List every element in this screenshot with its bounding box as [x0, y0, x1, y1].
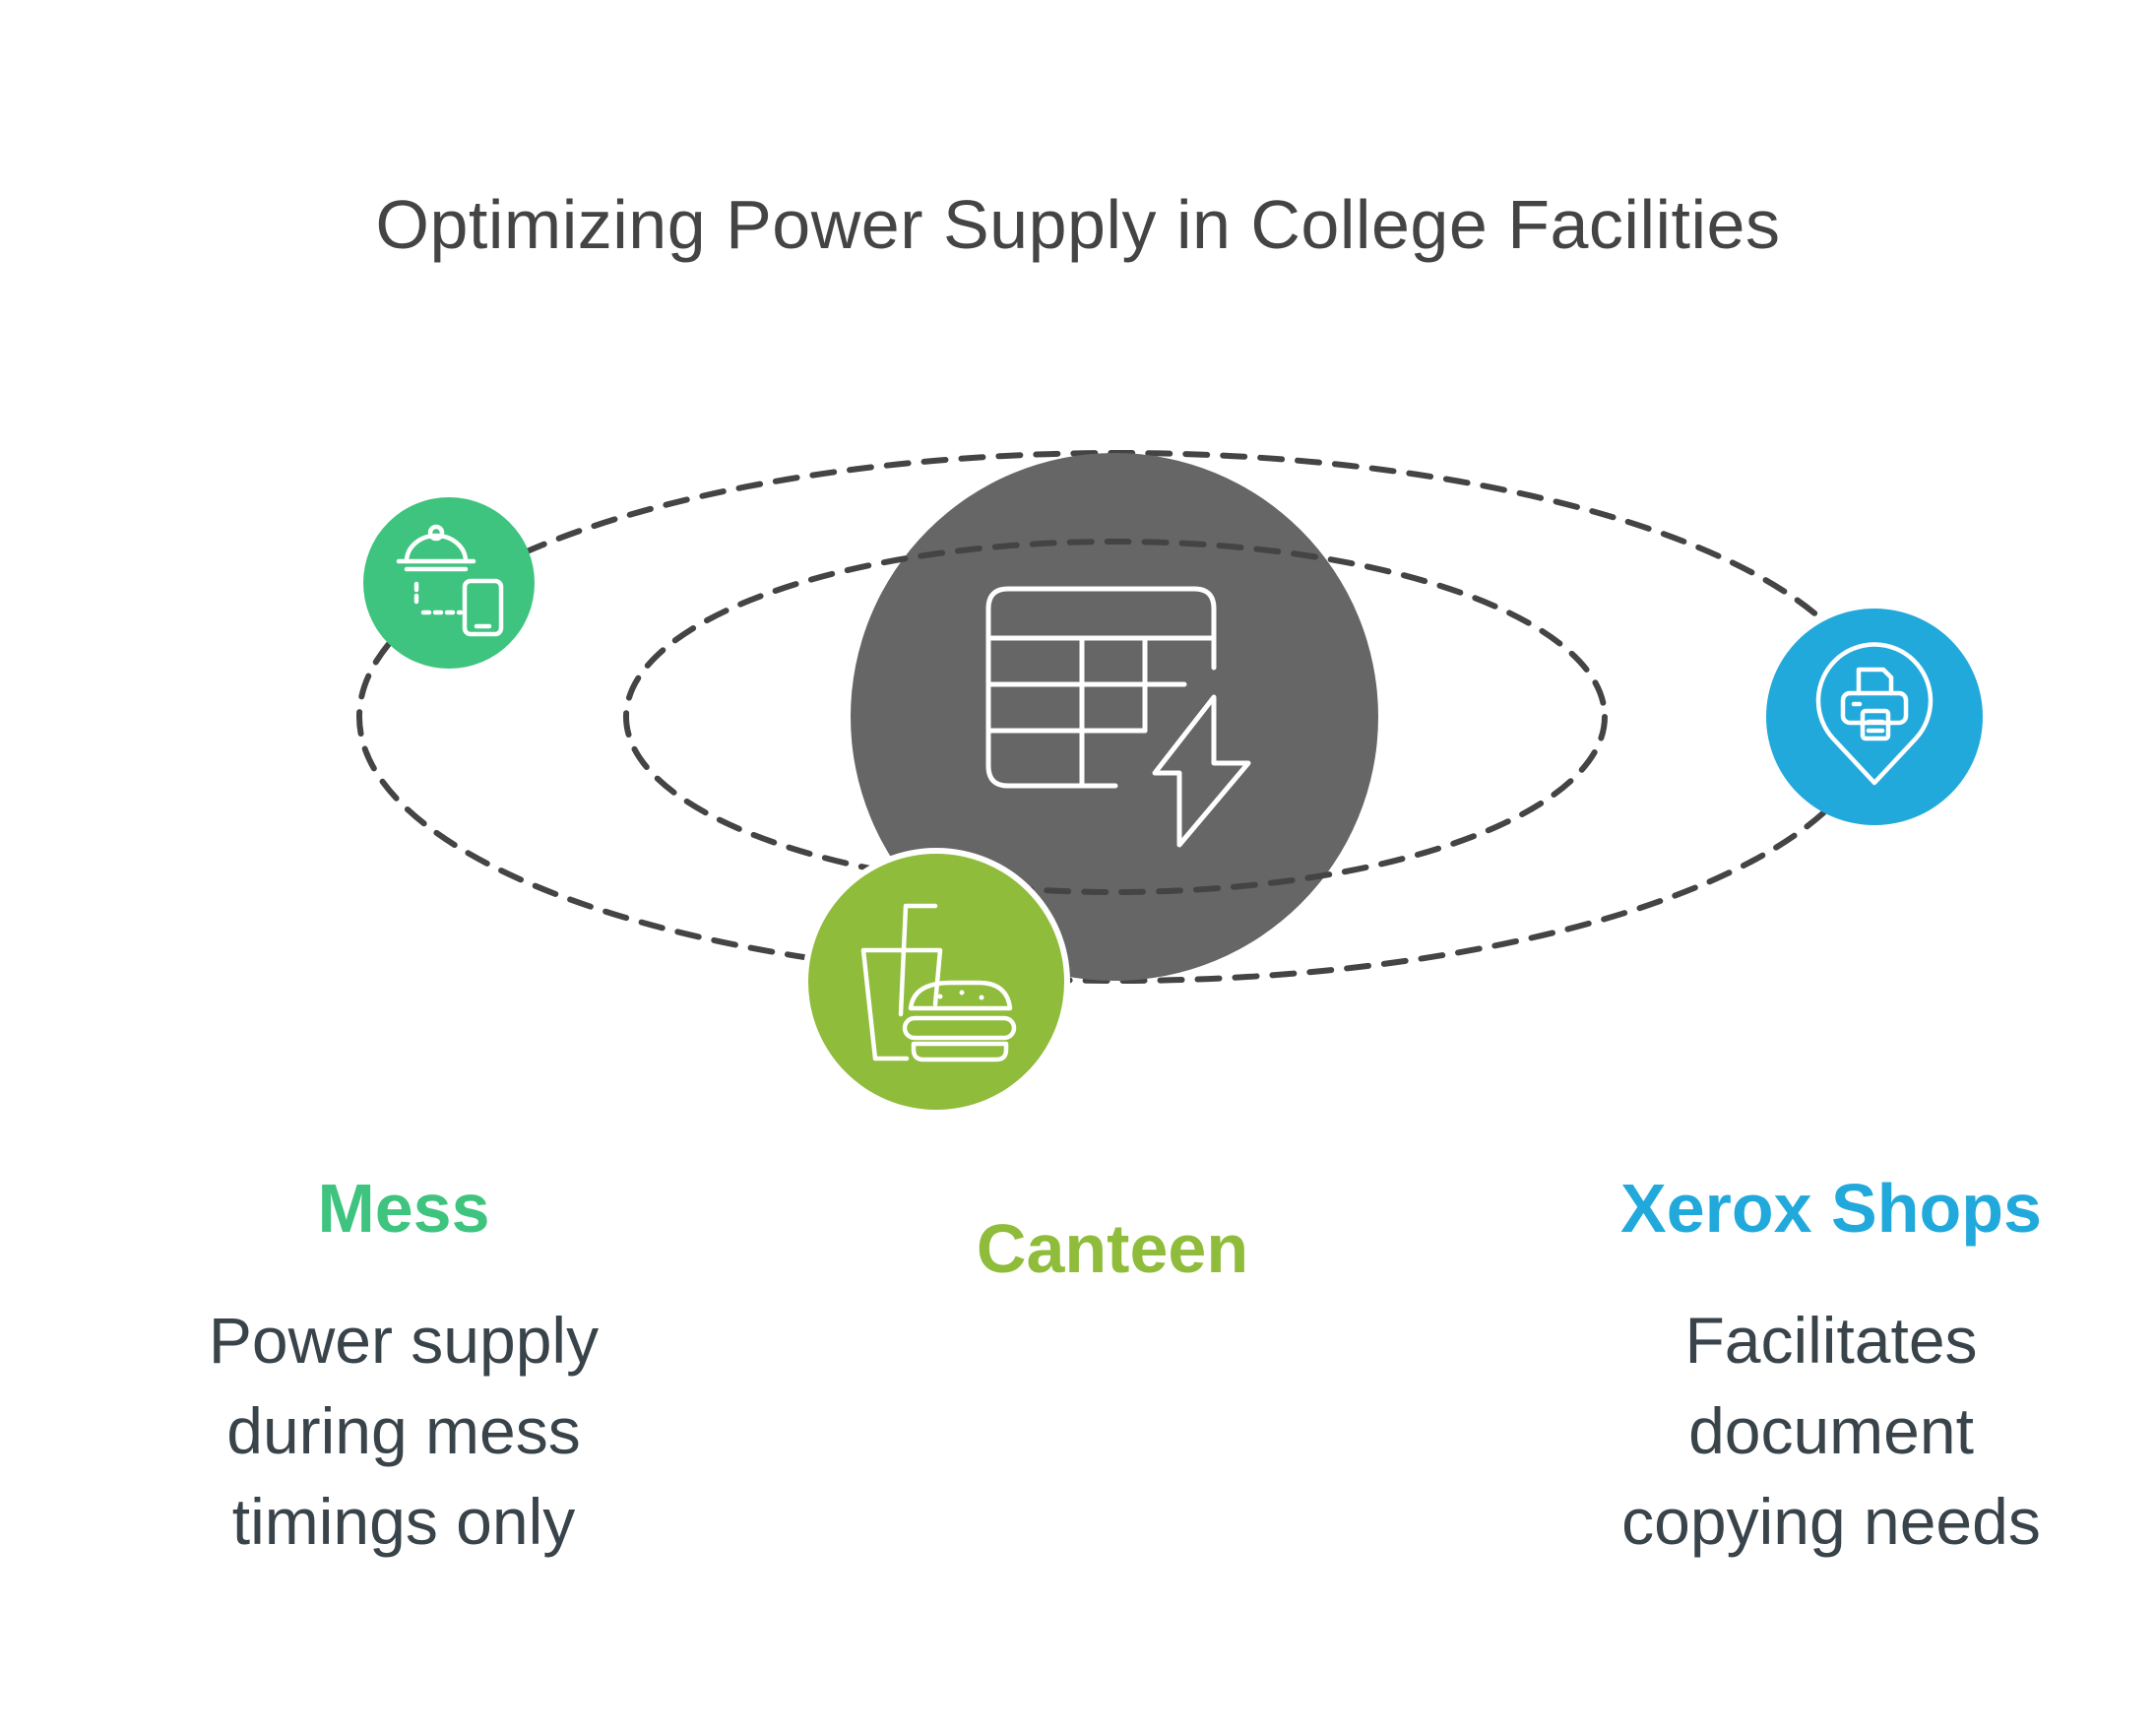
printer-location-icon: [1815, 642, 1934, 786]
mess-label: Mess: [317, 1170, 490, 1247]
diagram-title: Optimizing Power Supply in College Facil…: [375, 186, 1781, 263]
food-delivery-phone-icon: [396, 524, 504, 637]
drink-burger-icon: [860, 903, 1017, 1062]
xerox-circle: [1766, 609, 1983, 825]
xerox-label: Xerox Shops: [1620, 1170, 2042, 1247]
table-lightning-icon: [985, 586, 1251, 848]
xerox-description: Facilitates document copying needs: [1536, 1295, 2126, 1567]
mess-description-line: Power supply: [208, 1304, 600, 1377]
canteen-label: Canteen: [976, 1210, 1249, 1287]
mess-description: Power supply during mess timings only: [108, 1295, 699, 1567]
center-circle: [851, 453, 1378, 981]
xerox-description-line: Facilitates: [1684, 1304, 1978, 1377]
mess-circle: [363, 497, 535, 669]
inner-orbit: [623, 539, 1608, 895]
mess-description-line: timings only: [231, 1485, 576, 1558]
mess-description-line: during mess: [226, 1394, 581, 1467]
xerox-description-line: document: [1688, 1394, 1974, 1467]
xerox-description-line: copying needs: [1621, 1485, 2041, 1558]
